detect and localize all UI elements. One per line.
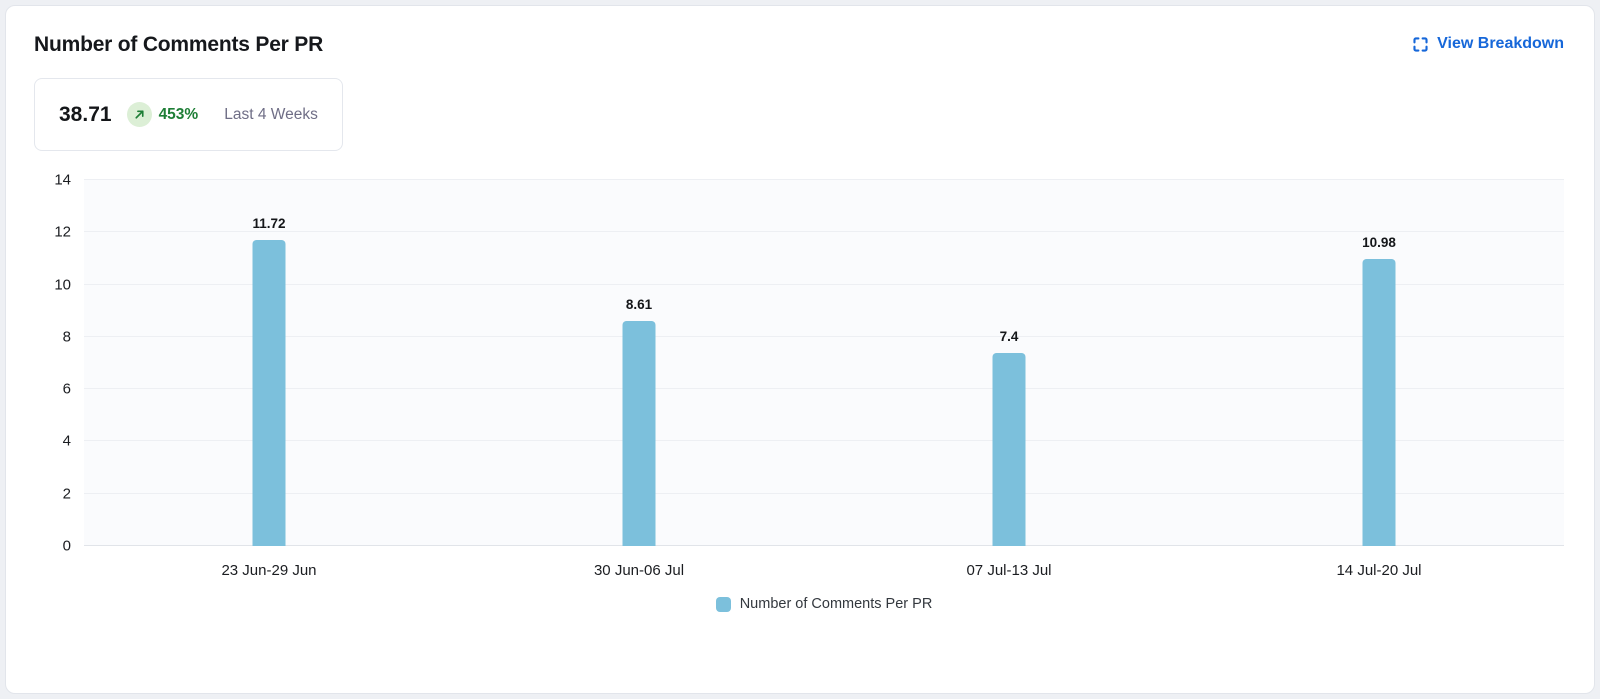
comments-per-pr-widget: Number of Comments Per PR View Breakdown… [5, 5, 1595, 694]
gridline [84, 231, 1564, 233]
gridline [84, 388, 1564, 390]
legend-label: Number of Comments Per PR [739, 596, 933, 612]
stat-value: 38.71 [59, 102, 112, 126]
bar-value-label: 8.61 [625, 297, 653, 313]
x-axis: 23 Jun-29 Jun 30 Jun-06 Jul 07 Jul-13 Jul 1… [84, 562, 1564, 579]
y-tick-label: 0 [62, 537, 71, 555]
chart-legend: Number of Comments Per PR [84, 596, 1564, 612]
legend-item[interactable]: Number of Comments Per PR [715, 596, 933, 612]
bar-chart: 0 2 4 6 8 10 12 14 11.72 8.61 7.4 10.98 23 Jun-29 … [34, 173, 1564, 612]
y-axis: 0 2 4 6 8 10 12 14 [34, 173, 84, 554]
bar-value-label: 7.4 [999, 329, 1019, 345]
bar-value-label: 10.98 [1362, 235, 1396, 251]
legend-swatch [715, 596, 731, 612]
y-tick-label: 14 [54, 171, 71, 189]
y-tick-label: 8 [62, 328, 71, 346]
view-breakdown-button[interactable]: View Breakdown [1412, 35, 1564, 53]
bar[interactable] [992, 352, 1026, 546]
y-tick-label: 6 [62, 380, 71, 398]
y-tick-label: 12 [54, 223, 71, 241]
y-tick-label: 4 [62, 432, 71, 450]
chart-body: 0 2 4 6 8 10 12 14 11.72 8.61 7.4 10.98 [34, 173, 1564, 554]
x-tick-label: 14 Jul-20 Jul [1336, 562, 1422, 579]
stat-change: 453% [126, 102, 199, 127]
bar-value-label: 11.72 [252, 216, 286, 232]
x-tick-label: 07 Jul-13 Jul [966, 562, 1052, 579]
x-tick-label: 23 Jun-29 Jun [221, 562, 317, 579]
expand-icon [1412, 36, 1429, 53]
trend-up-icon [126, 102, 152, 127]
gridline [84, 335, 1564, 337]
gridline [84, 283, 1564, 285]
plot-area: 11.72 8.61 7.4 10.98 [84, 179, 1564, 546]
bar[interactable] [1362, 258, 1396, 546]
summary-stat-card: 38.71 453% Last 4 Weeks [34, 78, 343, 151]
stat-change-percent: 453% [158, 105, 199, 123]
bar[interactable] [622, 320, 656, 546]
y-tick-label: 10 [54, 276, 71, 294]
gridline [84, 179, 1564, 180]
gridline [84, 440, 1564, 442]
y-tick-label: 2 [62, 485, 71, 503]
page-title: Number of Comments Per PR [34, 33, 324, 56]
gridline [84, 545, 1564, 546]
view-breakdown-label: View Breakdown [1437, 35, 1564, 52]
stat-period-label: Last 4 Weeks [224, 105, 318, 123]
gridline [84, 492, 1564, 494]
widget-header: Number of Comments Per PR View Breakdown [34, 33, 1564, 57]
x-tick-label: 30 Jun-06 Jul [593, 562, 685, 579]
bar[interactable] [252, 239, 286, 546]
